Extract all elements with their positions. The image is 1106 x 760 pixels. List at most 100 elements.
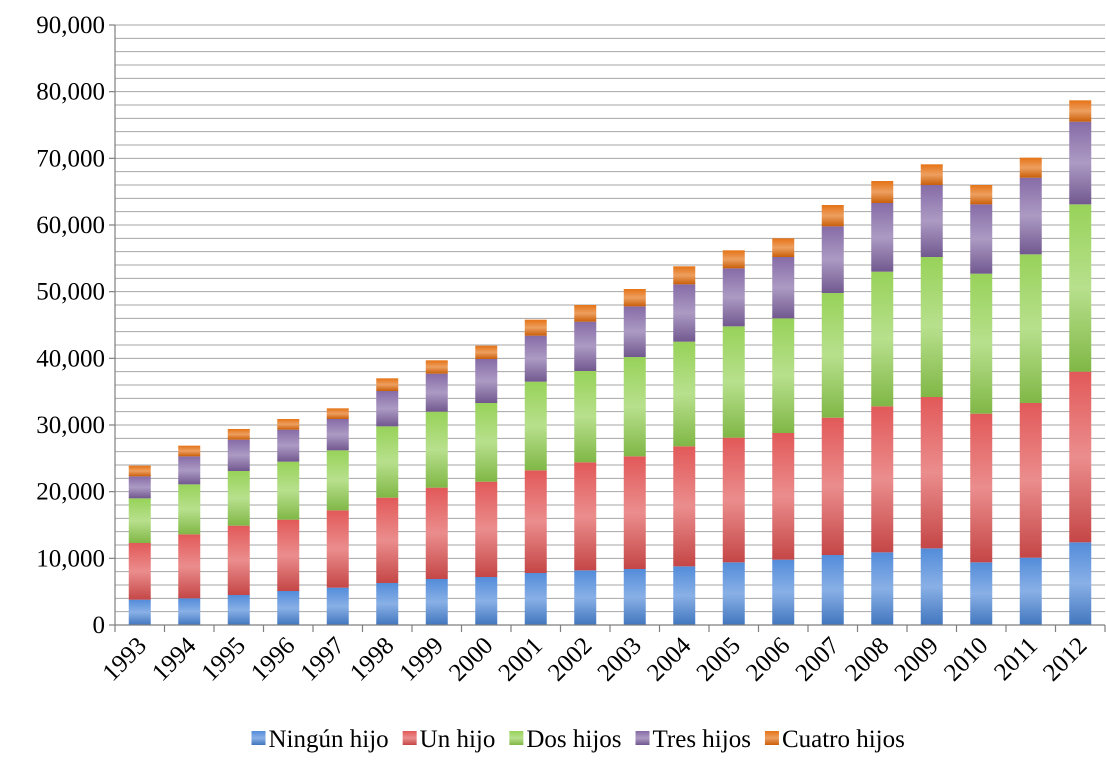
x-tick-label: 2005	[692, 632, 746, 686]
bar-segment-2001-4	[524, 319, 547, 336]
x-tick-label: 1995	[197, 632, 251, 686]
bar-segment-2007-3	[821, 226, 844, 293]
bar-segment-2002-1	[574, 462, 597, 571]
bar-segment-2011-1	[1019, 403, 1042, 558]
y-tick-label: 50,000	[36, 279, 105, 306]
bar-segment-2011-3	[1019, 177, 1042, 255]
bar-segment-1997-3	[326, 419, 349, 451]
bar-segment-1996-4	[277, 419, 300, 430]
legend-swatch	[764, 731, 779, 745]
bar-segment-2006-3	[772, 257, 795, 319]
x-tick-label: 1994	[147, 632, 202, 687]
legend: Ningún hijo Un hijo Dos hijos Tres hijos Cua…	[251, 726, 905, 753]
y-axis-ticks: 0 10,000 20,000 30,000 40,000 50,000 60,000 70,…	[36, 12, 105, 639]
bar-segment-2012-1	[1069, 371, 1092, 543]
y-tick-label: 80,000	[36, 79, 105, 106]
bar-segment-1997-0	[326, 587, 349, 625]
bar-segment-2009-4	[920, 164, 943, 185]
x-tick-label: 2008	[840, 632, 894, 686]
bar-segment-2009-0	[920, 548, 943, 625]
bar-segment-2000-0	[475, 577, 498, 625]
bar-segment-2001-1	[524, 470, 547, 573]
bar-segment-2003-2	[623, 357, 646, 457]
x-tick-label: 1993	[98, 632, 152, 686]
bar-segment-2007-2	[821, 293, 844, 418]
bar-segment-2001-3	[524, 335, 547, 382]
bar-segment-1998-4	[376, 378, 399, 391]
bar-segment-1998-1	[376, 497, 399, 583]
bar-segment-1999-4	[425, 360, 448, 374]
bar-segment-2006-1	[772, 433, 795, 560]
bar-segment-1999-3	[425, 373, 448, 412]
bar-segment-2005-2	[722, 326, 745, 438]
bar-segment-2000-3	[475, 359, 498, 403]
bar-segment-2008-4	[871, 181, 894, 203]
bar-segment-2000-2	[475, 403, 498, 482]
axes	[109, 24, 1106, 632]
bar-segment-2005-0	[722, 562, 745, 625]
x-tick-label: 2006	[741, 632, 795, 686]
bar-segment-2006-0	[772, 559, 795, 625]
legend-swatch	[251, 731, 266, 745]
bar-segment-1993-3	[128, 476, 151, 499]
bar-segment-2010-3	[970, 204, 993, 274]
bar-segment-2004-4	[673, 266, 696, 285]
bar-segment-2005-4	[722, 250, 745, 269]
y-tick-label: 30,000	[36, 412, 105, 439]
bar-segment-2006-4	[772, 238, 795, 257]
bar-segment-2002-2	[574, 371, 597, 463]
bar-segment-2011-2	[1019, 254, 1042, 403]
gridlines	[115, 24, 1105, 626]
x-tick-label: 2009	[890, 632, 944, 686]
x-tick-label: 1998	[345, 632, 399, 686]
x-tick-label: 2011	[989, 632, 1043, 686]
bar-segment-1996-1	[277, 519, 300, 591]
bar-segment-2002-3	[574, 321, 597, 371]
bar-segment-1995-4	[227, 429, 250, 440]
bar-segment-1993-1	[128, 543, 151, 600]
bar-segment-2007-0	[821, 555, 844, 625]
bar-segment-1999-0	[425, 579, 448, 625]
bar-segment-2009-3	[920, 185, 943, 257]
bar-segment-2011-0	[1019, 557, 1042, 625]
x-axis-ticks: 1993199419951996199719981999200020012002…	[98, 632, 1093, 687]
bar-segment-2001-2	[524, 381, 547, 471]
bar-segment-2010-1	[970, 413, 993, 563]
bar-segment-2005-3	[722, 268, 745, 327]
bar-segment-2004-2	[673, 341, 696, 447]
legend-label: Dos hijos	[526, 726, 621, 753]
x-tick-label: 1999	[395, 632, 449, 686]
bar-segment-2012-4	[1069, 100, 1092, 122]
bar-segment-2004-3	[673, 284, 696, 342]
bar-segment-2005-1	[722, 437, 745, 563]
bar-segment-1993-2	[128, 498, 151, 543]
bar-segment-2000-4	[475, 345, 498, 359]
bar-segment-2008-1	[871, 406, 894, 553]
bar-segment-2011-4	[1019, 157, 1042, 178]
bar-segment-1997-4	[326, 408, 349, 419]
y-tick-label: 70,000	[36, 145, 105, 172]
bar-segment-2008-2	[871, 271, 894, 407]
bar-segment-2003-0	[623, 569, 646, 625]
bar-segment-2003-4	[623, 289, 646, 307]
bar-segment-1999-2	[425, 411, 448, 488]
bar-segment-1994-2	[178, 484, 201, 535]
y-tick-label: 40,000	[36, 345, 105, 372]
legend-swatch	[509, 731, 524, 745]
bar-segment-1998-3	[376, 391, 399, 427]
bar-segment-1995-3	[227, 439, 250, 471]
bar-segment-2010-4	[970, 185, 993, 205]
y-tick-label: 90,000	[36, 12, 105, 39]
bar-segment-2004-1	[673, 446, 696, 567]
bar-segment-1994-3	[178, 456, 201, 485]
x-tick-label: 2010	[939, 632, 993, 686]
bar-segment-1995-1	[227, 525, 250, 595]
x-tick-label: 2000	[444, 632, 498, 686]
bar-segment-2007-4	[821, 205, 844, 227]
bar-segment-2004-0	[673, 566, 696, 625]
bar-segment-1993-0	[128, 599, 151, 625]
legend-label: Tres hijos	[653, 726, 751, 753]
x-tick-label: 2007	[791, 632, 845, 686]
bar-segment-2012-0	[1069, 542, 1092, 625]
